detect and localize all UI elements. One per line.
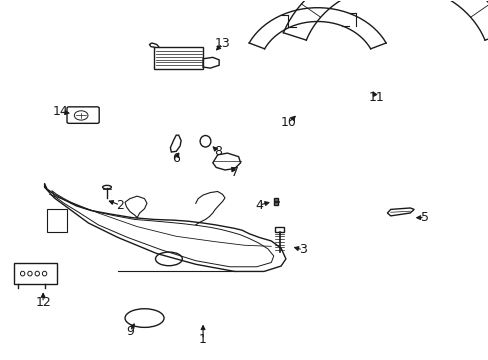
Bar xyxy=(14,263,57,284)
Text: 6: 6 xyxy=(172,152,180,165)
Bar xyxy=(274,227,284,232)
Text: 14: 14 xyxy=(52,105,68,118)
Text: 13: 13 xyxy=(214,37,230,50)
Text: 3: 3 xyxy=(299,243,306,256)
Bar xyxy=(154,47,203,69)
Text: 4: 4 xyxy=(255,199,263,212)
Text: 9: 9 xyxy=(126,325,134,338)
Bar xyxy=(47,209,66,232)
Text: 11: 11 xyxy=(367,91,383,104)
Text: 5: 5 xyxy=(420,211,428,224)
Text: 10: 10 xyxy=(280,116,296,129)
Text: 2: 2 xyxy=(116,199,124,212)
Text: 12: 12 xyxy=(35,296,51,309)
Text: 1: 1 xyxy=(199,333,206,346)
Bar xyxy=(273,198,277,205)
Text: 8: 8 xyxy=(213,145,221,158)
Text: 7: 7 xyxy=(230,166,238,179)
